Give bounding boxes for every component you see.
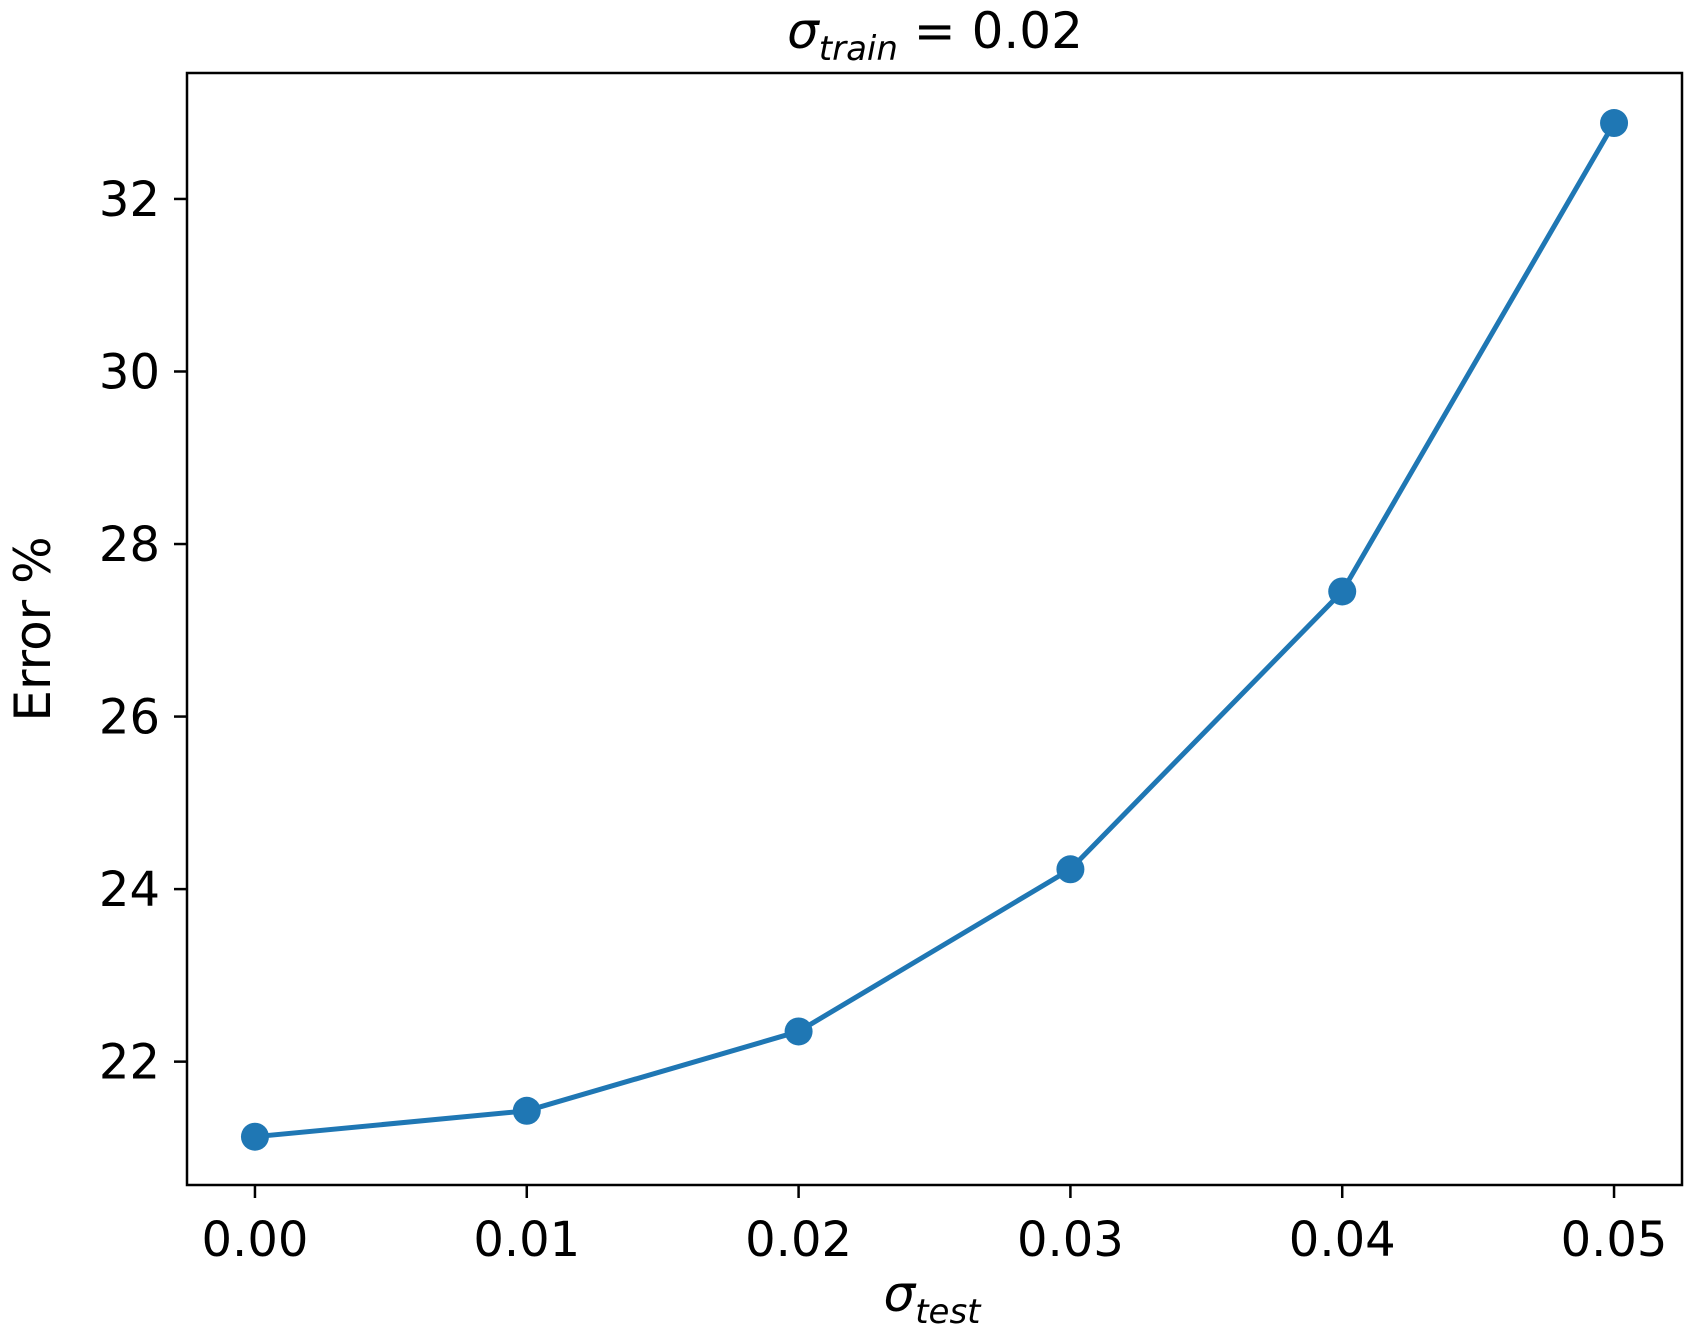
y-axis-label: Error %: [4, 536, 62, 721]
data-point: [512, 1096, 541, 1125]
y-tick-label: 30: [99, 344, 160, 400]
data-point: [1328, 577, 1357, 606]
y-tick-label: 28: [99, 517, 160, 573]
x-tick-label: 0.04: [1289, 1212, 1396, 1268]
x-tick-label: 0.02: [745, 1212, 852, 1268]
x-tick-label: 0.01: [473, 1212, 580, 1268]
title-value: = 0.02: [898, 2, 1083, 60]
x-axis-label-subscript: test: [915, 1292, 982, 1332]
data-point: [240, 1122, 269, 1151]
data-point: [784, 1017, 813, 1046]
y-axis: 22 24 26 28 30 32: [99, 172, 187, 1091]
data-point: [1056, 855, 1085, 884]
x-tick-label: 0.05: [1561, 1212, 1668, 1268]
y-tick-label: 26: [99, 690, 160, 746]
chart-title: σtrain = 0.02: [787, 2, 1083, 69]
x-tick-label: 0.00: [202, 1212, 309, 1268]
series-line: [254, 121, 1617, 1140]
series-layer: [240, 109, 1629, 1151]
title-symbol: σ: [787, 2, 820, 60]
y-tick-label: 24: [99, 862, 160, 918]
plot-area-frame: [185, 71, 1684, 1187]
x-axis-label-symbol: σ: [884, 1265, 917, 1323]
x-axis: 0.00 0.01 0.02 0.03 0.04 0.05: [202, 1185, 1668, 1268]
y-tick-label: 32: [99, 172, 160, 228]
title-subscript: train: [819, 29, 898, 69]
y-tick-label: 22: [99, 1035, 160, 1091]
data-point: [1600, 109, 1629, 138]
x-axis-label: σtest: [884, 1265, 983, 1332]
x-tick-label: 0.03: [1017, 1212, 1124, 1268]
